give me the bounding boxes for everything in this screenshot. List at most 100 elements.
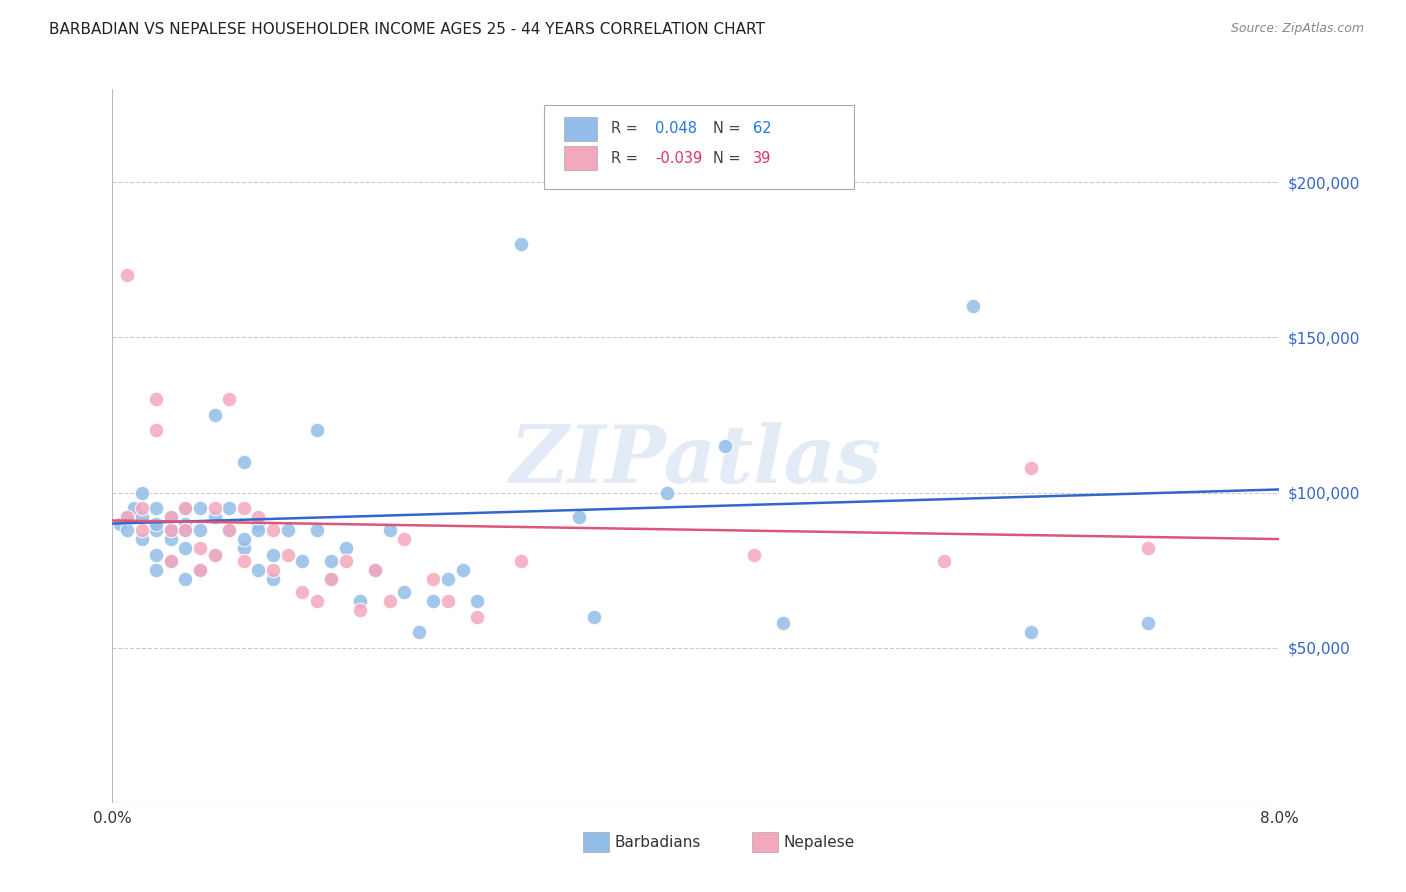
- Point: [932, 554, 955, 568]
- Point: [349, 594, 371, 608]
- Point: [131, 523, 153, 537]
- Point: [437, 594, 460, 608]
- Point: [204, 408, 226, 422]
- Point: [160, 554, 183, 568]
- Point: [321, 573, 343, 587]
- Point: [394, 584, 416, 599]
- Point: [465, 609, 488, 624]
- Point: [714, 439, 737, 453]
- Point: [335, 554, 357, 568]
- Point: [145, 523, 167, 537]
- Point: [247, 516, 270, 531]
- Text: -0.039: -0.039: [655, 151, 703, 166]
- Point: [1021, 625, 1043, 640]
- Text: R =: R =: [610, 121, 638, 136]
- Point: [115, 268, 138, 283]
- Point: [305, 594, 328, 608]
- Point: [218, 523, 240, 537]
- Point: [131, 510, 153, 524]
- Point: [232, 532, 254, 546]
- Point: [145, 563, 167, 577]
- Point: [247, 523, 270, 537]
- Text: BARBADIAN VS NEPALESE HOUSEHOLDER INCOME AGES 25 - 44 YEARS CORRELATION CHART: BARBADIAN VS NEPALESE HOUSEHOLDER INCOME…: [49, 22, 765, 37]
- Point: [160, 510, 183, 524]
- Point: [160, 523, 183, 537]
- Point: [188, 501, 211, 516]
- Point: [218, 501, 240, 516]
- Point: [188, 523, 211, 537]
- Point: [131, 532, 153, 546]
- FancyBboxPatch shape: [564, 117, 596, 141]
- Point: [174, 501, 197, 516]
- Point: [145, 516, 167, 531]
- Text: Nepalese: Nepalese: [783, 835, 855, 849]
- Point: [364, 563, 387, 577]
- Point: [174, 516, 197, 531]
- Text: N =: N =: [713, 121, 741, 136]
- Point: [262, 573, 284, 587]
- Point: [1021, 460, 1043, 475]
- Point: [291, 554, 314, 568]
- FancyBboxPatch shape: [544, 105, 853, 189]
- Point: [232, 501, 254, 516]
- Point: [1137, 541, 1160, 556]
- Point: [465, 594, 488, 608]
- Point: [160, 554, 183, 568]
- Point: [305, 523, 328, 537]
- Text: N =: N =: [713, 151, 741, 166]
- Point: [160, 510, 183, 524]
- Point: [321, 554, 343, 568]
- Point: [772, 615, 794, 630]
- Text: Barbadians: Barbadians: [614, 835, 700, 849]
- Point: [437, 573, 460, 587]
- Point: [247, 510, 270, 524]
- Point: [174, 523, 197, 537]
- Point: [115, 510, 138, 524]
- Point: [962, 299, 984, 313]
- Point: [115, 523, 138, 537]
- Point: [247, 563, 270, 577]
- Point: [276, 548, 298, 562]
- Point: [451, 563, 474, 577]
- Point: [218, 392, 240, 407]
- Point: [232, 454, 254, 468]
- Point: [335, 541, 357, 556]
- Point: [305, 424, 328, 438]
- Point: [408, 625, 430, 640]
- Point: [218, 523, 240, 537]
- Point: [204, 548, 226, 562]
- Text: 62: 62: [754, 121, 772, 136]
- Point: [262, 548, 284, 562]
- Point: [174, 523, 197, 537]
- Point: [262, 563, 284, 577]
- Text: 39: 39: [754, 151, 772, 166]
- Point: [394, 532, 416, 546]
- Point: [378, 523, 401, 537]
- Point: [568, 510, 591, 524]
- Point: [509, 554, 531, 568]
- Point: [145, 501, 167, 516]
- Point: [145, 548, 167, 562]
- Point: [131, 485, 153, 500]
- Point: [422, 573, 444, 587]
- Point: [204, 510, 226, 524]
- Point: [1137, 615, 1160, 630]
- Point: [188, 563, 211, 577]
- Point: [742, 548, 765, 562]
- Point: [145, 392, 167, 407]
- Point: [232, 554, 254, 568]
- Point: [188, 563, 211, 577]
- Point: [188, 541, 211, 556]
- Point: [174, 573, 197, 587]
- Point: [378, 594, 401, 608]
- Point: [349, 603, 371, 617]
- Point: [321, 573, 343, 587]
- Point: [145, 424, 167, 438]
- Point: [276, 523, 298, 537]
- Point: [108, 516, 131, 531]
- Point: [655, 485, 678, 500]
- Point: [262, 523, 284, 537]
- Point: [204, 501, 226, 516]
- Point: [232, 541, 254, 556]
- Text: Source: ZipAtlas.com: Source: ZipAtlas.com: [1230, 22, 1364, 36]
